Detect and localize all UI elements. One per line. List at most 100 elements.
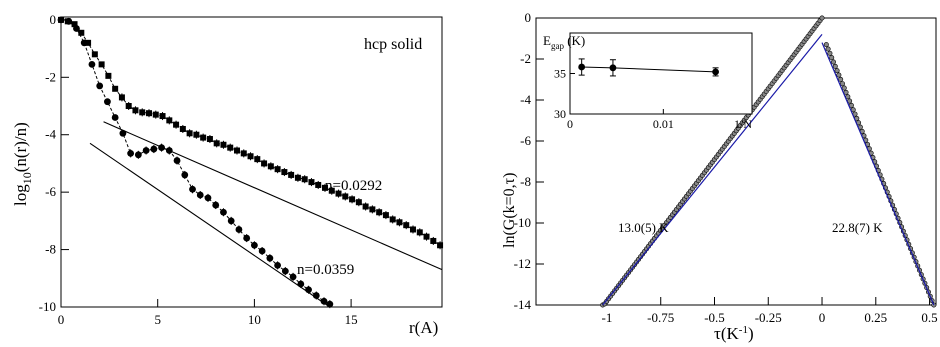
right-x-tick-label: 0.5 [921, 310, 937, 325]
left-square-point [71, 21, 78, 28]
right-right-branch-point [825, 46, 831, 52]
left-square-point [98, 61, 105, 68]
left-square-point [355, 199, 362, 206]
left-square-point [227, 144, 234, 151]
left-circle-point [150, 145, 158, 153]
right-y-tick-label: -2 [520, 51, 531, 66]
right-right-branch-point [838, 76, 844, 82]
left-square-point [139, 109, 146, 116]
inset-point [578, 63, 586, 71]
left-square-point [301, 176, 308, 183]
inset-x-tick-label: 0.01 [653, 117, 674, 131]
left-square-point [321, 184, 328, 191]
right-fit-line [602, 34, 823, 306]
left-circle-point [312, 292, 320, 299]
left-square-point [152, 111, 159, 118]
right-right-branch-point [836, 72, 842, 78]
left-circle-point [320, 297, 328, 305]
right-plot-frame [535, 17, 937, 306]
left-circle-point [127, 149, 135, 157]
left-square-point [220, 141, 227, 148]
left-square-point [267, 163, 274, 170]
left-circle-point [173, 157, 181, 164]
left-fit-line [89, 142, 331, 308]
right-branch-label-left: 13.0(5) K [618, 220, 669, 235]
left-square-point [315, 181, 322, 188]
right-x-tick-label: -0.25 [755, 310, 782, 325]
left-y-tick-label: -4 [45, 127, 56, 142]
left-circle-point [73, 25, 80, 32]
left-square-point [423, 233, 430, 240]
right-y-tick-label: -10 [514, 215, 531, 230]
right-branch-label-right: 22.8(7) K [832, 220, 883, 235]
left-square-point [159, 113, 166, 120]
left-square-point [389, 216, 396, 223]
left-circle-point [181, 171, 189, 179]
inset-point [609, 64, 617, 72]
left-circle-point [326, 300, 334, 308]
left-square-point [382, 212, 389, 219]
right-right-branch-point [823, 42, 829, 48]
left-square-point [349, 196, 356, 203]
left-square-point [193, 131, 200, 138]
right-x-axis-label: τ(K-1) [714, 324, 754, 343]
left-square-point [247, 153, 254, 160]
left-square-point [85, 39, 92, 46]
left-square-point [132, 107, 139, 114]
left-square-point [328, 187, 335, 194]
left-square-point [200, 134, 207, 141]
left-circle-point [220, 208, 227, 216]
left-circle-point [65, 17, 73, 25]
left-square-point [145, 110, 152, 117]
left-x-tick-label: 15 [345, 312, 358, 327]
left-x-tick-label: 0 [58, 312, 65, 327]
inset-y-tick-label: 35 [554, 67, 566, 81]
inset-chart: 0 0.01 30 35 Egap (K) 1/N [543, 32, 753, 131]
right-y-tick-label: -12 [514, 256, 531, 271]
left-x-tick-label: 5 [154, 312, 161, 327]
inset-y-axis-label: Egap (K) [543, 33, 585, 51]
left-plot-frame [60, 16, 443, 308]
left-x-tick-label: 10 [248, 312, 261, 327]
left-square-point [233, 147, 240, 154]
left-square-point [308, 179, 315, 186]
left-circle-point [258, 247, 266, 255]
left-circle-point [104, 98, 111, 106]
right-x-tick-label: 0 [819, 310, 826, 325]
left-square-point [125, 103, 132, 110]
left-square-point [281, 169, 288, 176]
left-circle-point [80, 39, 88, 47]
left-square-point [186, 130, 193, 137]
right-y-tick-label: -4 [520, 92, 531, 107]
left-square-point [294, 174, 301, 181]
right-y-tick-label: -8 [520, 174, 531, 189]
right-right-branch-point [832, 63, 838, 69]
left-square-point [206, 136, 213, 143]
right-y-tick-label: -14 [514, 297, 532, 312]
left-square-point [376, 209, 383, 216]
left-circle-point [119, 129, 127, 137]
left-circle-point [111, 114, 119, 121]
right-right-branch-point [834, 68, 840, 74]
left-circle-point [57, 16, 65, 24]
left-circle-point [189, 185, 196, 193]
right-chart: -1 -0.75 -0.5 -0.25 0 0.25 0.5 0 -2 -4 -6 -8 -10 -12 -… [501, 10, 938, 343]
left-square-point [173, 121, 180, 128]
left-square-point [437, 242, 444, 249]
right-fit-line [821, 42, 935, 306]
left-square-point [105, 72, 112, 79]
left-square-point [342, 193, 349, 200]
left-circle-point [204, 194, 212, 202]
left-square-point [274, 166, 281, 173]
left-circle-point [158, 144, 165, 152]
inset-x-tick-label: 0 [567, 117, 573, 131]
right-left-branch-point [819, 15, 825, 21]
right-right-branch-point [829, 55, 835, 61]
right-y-axis-label: ln(G(k=0,τ) [501, 173, 518, 248]
inset-data-series [578, 58, 719, 77]
right-x-tick-label: -1 [602, 310, 613, 325]
inset-point [712, 68, 719, 76]
left-square-point [369, 206, 376, 213]
inset-x-axis-label: 1/N [734, 117, 752, 131]
